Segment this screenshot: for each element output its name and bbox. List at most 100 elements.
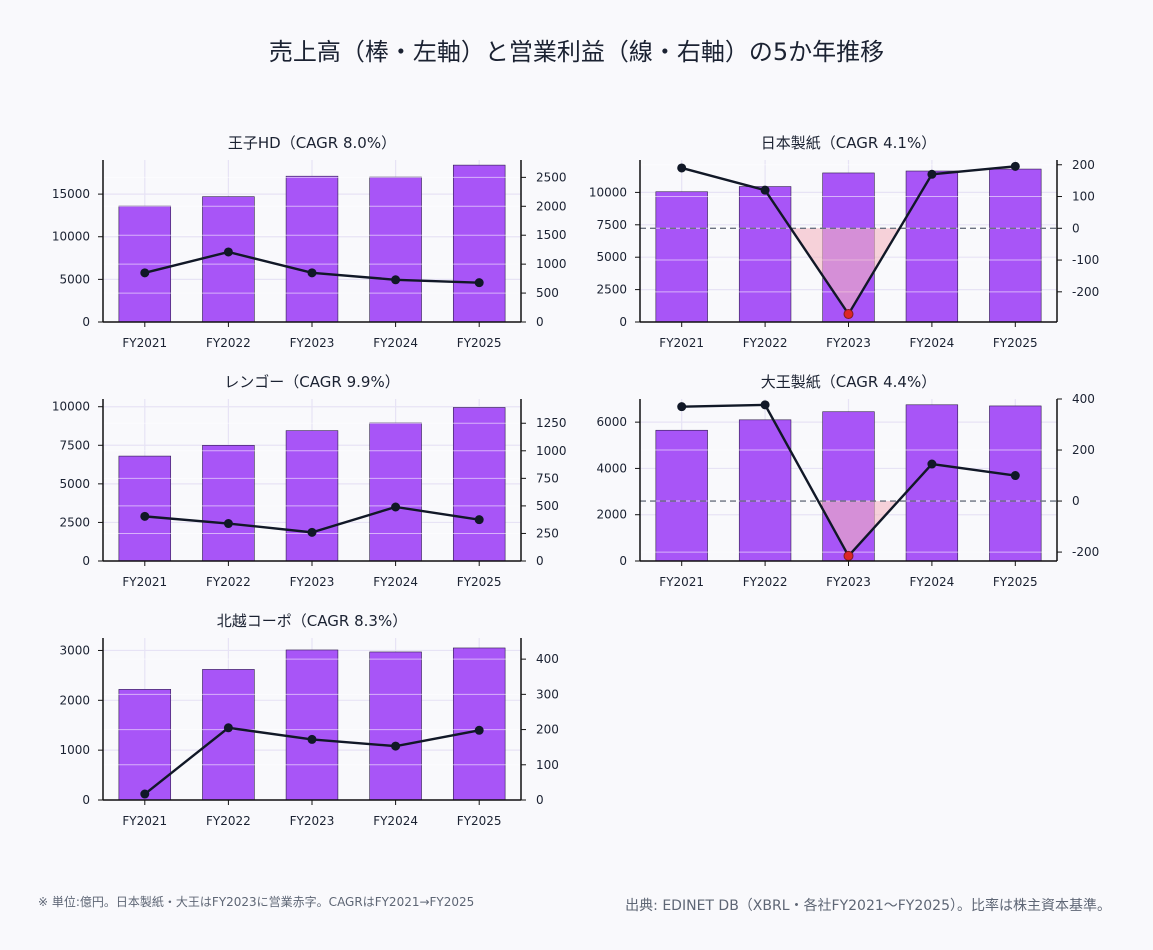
- y-tick-label-right: 0: [536, 554, 544, 568]
- bar-FY2021: [655, 191, 708, 323]
- y-tick-label-right: 400: [1072, 392, 1095, 406]
- y-tick-label-left: 3000: [59, 643, 90, 657]
- loss-area: [790, 228, 900, 315]
- y-tick-label-right: 1000: [536, 444, 567, 458]
- profit-point-FY2024: [391, 275, 401, 285]
- profit-point-FY2023: [307, 527, 317, 537]
- x-tick-label: FY2021: [122, 336, 167, 350]
- y-tick-label-left: 2500: [59, 515, 90, 529]
- y-tick-label-right: 200: [536, 723, 559, 737]
- y-tick-label-right: 200: [1072, 443, 1095, 457]
- y-tick-label-left: 15000: [52, 187, 90, 201]
- y-tick-label-right: -100: [1072, 253, 1099, 267]
- y-tick-label-right: 100: [536, 758, 559, 772]
- x-tick-label: FY2023: [290, 575, 335, 589]
- footnote: ※ 単位:億円。日本製紙・大王はFY2023に営業赤字。CAGRはFY2021→…: [38, 895, 475, 909]
- x-tick-label: FY2022: [743, 336, 788, 350]
- y-tick-label-right: 1250: [536, 416, 567, 430]
- bar-FY2025: [452, 164, 506, 323]
- y-tick-label-right: 200: [1072, 158, 1095, 172]
- y-tick-label-right: 100: [1072, 190, 1095, 204]
- profit-point-FY2023: [843, 309, 854, 320]
- bar-FY2021: [118, 689, 172, 801]
- y-tick-label-left: 2000: [59, 693, 90, 707]
- x-tick-label: FY2022: [206, 336, 251, 350]
- profit-point-FY2025: [474, 515, 484, 525]
- chart-panel-5: 0 1000 2000 3000 0 100 200 300 400 FY2021 FY2022 FY…: [59, 612, 558, 828]
- profit-point-FY2024: [391, 741, 401, 751]
- y-tick-label-right: 250: [536, 526, 559, 540]
- bar-FY2022: [202, 196, 255, 323]
- profit-point-FY2025: [474, 278, 484, 288]
- bar-FY2024: [369, 651, 422, 801]
- y-tick-label-right: 2500: [536, 170, 567, 184]
- x-tick-label: FY2021: [122, 575, 167, 589]
- y-tick-label-left: 10000: [52, 230, 90, 244]
- y-tick-label-left: 1000: [59, 743, 90, 757]
- y-tick-label-right: 2000: [536, 199, 567, 213]
- profit-point-FY2024: [927, 459, 937, 469]
- x-tick-label: FY2023: [290, 336, 335, 350]
- y-tick-label-left: 7500: [59, 438, 90, 452]
- profit-point-FY2023: [307, 734, 317, 744]
- y-tick-label-left: 5000: [59, 272, 90, 286]
- x-tick-label: FY2023: [826, 575, 871, 589]
- profit-point-FY2025: [1010, 471, 1020, 481]
- profit-point-FY2023: [307, 268, 317, 278]
- y-tick-label-left: 10000: [589, 185, 627, 199]
- profit-point-FY2022: [223, 519, 233, 529]
- profit-point-FY2021: [677, 402, 687, 412]
- x-tick-label: FY2025: [457, 575, 502, 589]
- y-tick-label-right: 0: [1072, 221, 1080, 235]
- bar-FY2022: [738, 186, 792, 323]
- y-tick-label-right: -200: [1072, 285, 1099, 299]
- y-tick-label-left: 6000: [596, 415, 627, 429]
- panel-title: 北越コーポ（CAGR 8.3%）: [217, 612, 407, 630]
- y-tick-label-right: 750: [536, 471, 559, 485]
- y-tick-label-left: 2500: [596, 283, 627, 297]
- y-tick-label-left: 0: [619, 315, 627, 329]
- x-tick-label: FY2021: [122, 814, 167, 828]
- y-tick-label-left: 5000: [59, 477, 90, 491]
- y-tick-label-left: 0: [619, 554, 627, 568]
- x-tick-label: FY2022: [206, 814, 251, 828]
- y-tick-label-right: 1500: [536, 228, 567, 242]
- bar-FY2023: [285, 430, 339, 562]
- x-tick-label: FY2025: [993, 336, 1038, 350]
- y-tick-label-left: 7500: [596, 218, 627, 232]
- bar-FY2022: [738, 419, 792, 562]
- profit-point-FY2022: [223, 723, 233, 733]
- x-tick-label: FY2025: [457, 814, 502, 828]
- loss-area: [818, 501, 899, 556]
- bar-FY2021: [655, 429, 708, 562]
- x-tick-label: FY2025: [993, 575, 1038, 589]
- y-tick-label-right: -200: [1072, 545, 1099, 559]
- profit-point-FY2021: [140, 268, 150, 278]
- x-tick-label: FY2025: [457, 336, 502, 350]
- chart-panel-3: 0 2500 5000 7500 10000 0 250 500 750 1000 1250 FY20…: [52, 373, 567, 589]
- bar-FY2025: [989, 405, 1042, 562]
- y-tick-label-left: 5000: [596, 250, 627, 264]
- panel-title: 王子HD（CAGR 8.0%）: [228, 134, 396, 152]
- bar-FY2021: [118, 455, 172, 562]
- x-tick-label: FY2024: [373, 336, 418, 350]
- bar-FY2023: [285, 175, 339, 323]
- y-tick-label-left: 0: [82, 793, 90, 807]
- y-tick-label-right: 500: [536, 286, 559, 300]
- profit-point-FY2023: [843, 550, 854, 561]
- bar-FY2024: [369, 176, 422, 323]
- bar-FY2022: [202, 669, 255, 801]
- x-tick-label: FY2024: [910, 575, 955, 589]
- y-tick-label-right: 0: [536, 793, 544, 807]
- x-tick-label: FY2024: [910, 336, 955, 350]
- y-tick-label-right: 0: [1072, 494, 1080, 508]
- chart-panel-2: 0 2500 5000 7500 10000 -200 -100 0 100 200 FY2021 F…: [589, 134, 1099, 350]
- bar-FY2022: [202, 444, 255, 562]
- y-tick-label-right: 1000: [536, 257, 567, 271]
- panel-title: 日本製紙（CAGR 4.1%）: [761, 134, 936, 152]
- profit-point-FY2024: [927, 169, 937, 179]
- profit-point-FY2024: [391, 502, 401, 512]
- y-tick-label-right: 500: [536, 499, 559, 513]
- bar-FY2025: [989, 168, 1042, 323]
